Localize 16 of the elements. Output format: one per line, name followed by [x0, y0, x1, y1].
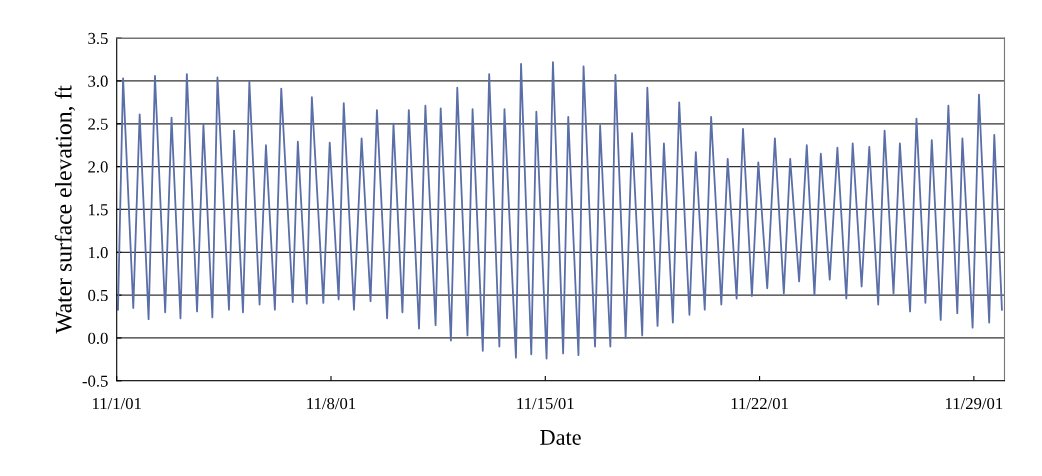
y-tick-label: 3.5	[88, 32, 108, 45]
y-tick-label: 1.0	[89, 246, 108, 259]
x-tick-label: 11/1/01	[93, 397, 141, 410]
y-tick-label: -0.5	[82, 375, 108, 387]
x-tick-label: 11/29/01	[946, 397, 1003, 410]
y-tick-label: 0.0	[88, 332, 108, 344]
y-tick-label: 2.0	[88, 161, 108, 173]
x-tick-label: 11/22/01	[731, 397, 788, 410]
y-tick-label: 1.5	[89, 204, 108, 216]
x-tick-label: 11/15/01	[517, 397, 574, 410]
y-axis-title: Water surface elevation, ft	[54, 85, 76, 334]
y-tick-label: 0.5	[88, 289, 108, 302]
x-tick-label: 11/8/01	[307, 397, 356, 410]
x-axis-title: Date	[540, 430, 581, 445]
y-tick-label: 2.5	[88, 118, 108, 130]
y-tick-label: 3.0	[88, 75, 108, 87]
